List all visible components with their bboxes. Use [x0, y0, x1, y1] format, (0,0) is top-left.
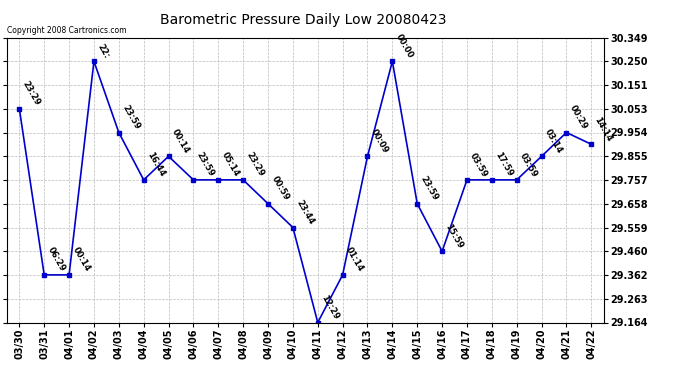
Text: 22:: 22:: [95, 42, 110, 60]
Text: 12:29: 12:29: [319, 294, 340, 321]
Text: 03:14: 03:14: [543, 128, 564, 155]
Text: 03:59: 03:59: [469, 151, 489, 178]
Text: 00:59: 00:59: [269, 175, 290, 202]
Text: 01:14: 01:14: [344, 246, 365, 273]
Text: Barometric Pressure Daily Low 20080423: Barometric Pressure Daily Low 20080423: [160, 13, 447, 27]
Text: 03:59: 03:59: [518, 151, 539, 178]
Text: 23:44: 23:44: [294, 198, 315, 226]
Text: 06:29: 06:29: [46, 246, 67, 273]
Text: 00:09: 00:09: [369, 128, 390, 155]
Text: 05:14: 05:14: [219, 151, 241, 178]
Text: 00:00: 00:00: [394, 33, 415, 60]
Text: Copyright 2008 Cartronics.com: Copyright 2008 Cartronics.com: [7, 26, 126, 34]
Text: 00:14: 00:14: [170, 128, 191, 155]
Text: 16:44: 16:44: [145, 151, 166, 178]
Text: 23:59: 23:59: [195, 151, 216, 178]
Text: 17:59: 17:59: [493, 151, 514, 178]
Text: 15:59: 15:59: [444, 222, 464, 250]
Text: 23:29: 23:29: [244, 151, 266, 178]
Text: 23:29: 23:29: [21, 80, 42, 107]
Text: 00:29: 00:29: [568, 104, 589, 131]
Text: 14:14: 14:14: [593, 115, 614, 143]
Text: 23:59: 23:59: [120, 104, 141, 131]
Text: 23:59: 23:59: [419, 175, 440, 202]
Text: 00:14: 00:14: [70, 246, 92, 273]
